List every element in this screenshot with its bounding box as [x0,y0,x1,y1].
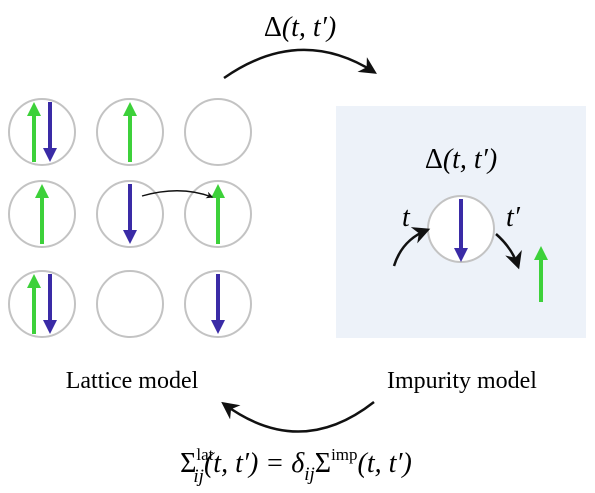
impurity-label-t: t [402,202,411,233]
lhs-sigma: Σ [180,448,196,479]
lattice-hop-arrow [141,190,214,199]
site-circle [8,98,76,166]
spin-up-arrow [27,102,41,162]
rhs-args: (t, t′) [358,448,412,479]
lattice-site-r1-c1 [8,98,76,166]
lattice-site-r1-c3 [184,98,252,166]
top-mapping-arrow [223,48,377,80]
lattice-site-r2-c1 [8,180,76,248]
lattice-site-r3-c3 [184,270,252,338]
spin-down-arrow [43,274,57,334]
lattice-site-r3-c2 [96,270,164,338]
impurity-formula-args: (t, t′) [443,144,497,175]
spin-down-arrow [123,184,137,244]
lhs-sub: ij [193,466,204,487]
rhs-sup: imp [331,445,357,464]
spin-up-arrow [211,184,225,244]
spin-up-arrow [123,102,137,162]
spin-up-arrow [27,274,41,334]
impurity-spin-down-arrow [454,199,468,262]
spin-down-arrow [211,274,225,334]
impurity-outgoing-arrow [495,233,522,270]
impurity-hybridization-formula: Δ(t, t′) [425,144,497,175]
lattice-site-r1-c2 [96,98,164,166]
spin-up-arrow [35,184,49,244]
site-circle [184,98,252,166]
lhs-args: (t, t′) = [204,448,291,479]
rhs-sigma: Σ [315,448,331,479]
bath-spin-up-arrow [534,246,548,302]
spin-down-arrow [43,102,57,162]
site-circle [8,270,76,338]
site-circle [96,270,164,338]
impurity-spin-down [454,199,468,262]
top-formula-args: (t, t′) [282,12,336,43]
lattice-site-r3-c1 [8,270,76,338]
lattice-grid [8,98,252,338]
bottom-mapping-arrow [221,401,375,433]
lattice-site-r2-c2 [96,180,164,248]
top-hybridization-formula: Δ(t, t′) [264,12,336,43]
delta-sub: ij [304,464,315,485]
top-formula-symbol: Δ [264,12,282,43]
self-energy-formula: Σlat ij(t, t′) = δijΣimp(t, t′) [180,445,412,487]
lattice-site-r2-c3 [184,180,252,248]
impurity-label-t-prime: t′ [506,202,521,233]
bath-spin-up [534,246,548,302]
lattice-model-label: Lattice model [66,368,199,394]
lhs-sup: lat [196,445,213,464]
delta-symbol: δ [291,448,305,479]
impurity-formula-symbol: Δ [425,144,443,175]
impurity-model-label: Impurity model [387,368,537,394]
impurity-incoming-arrow [392,227,431,267]
